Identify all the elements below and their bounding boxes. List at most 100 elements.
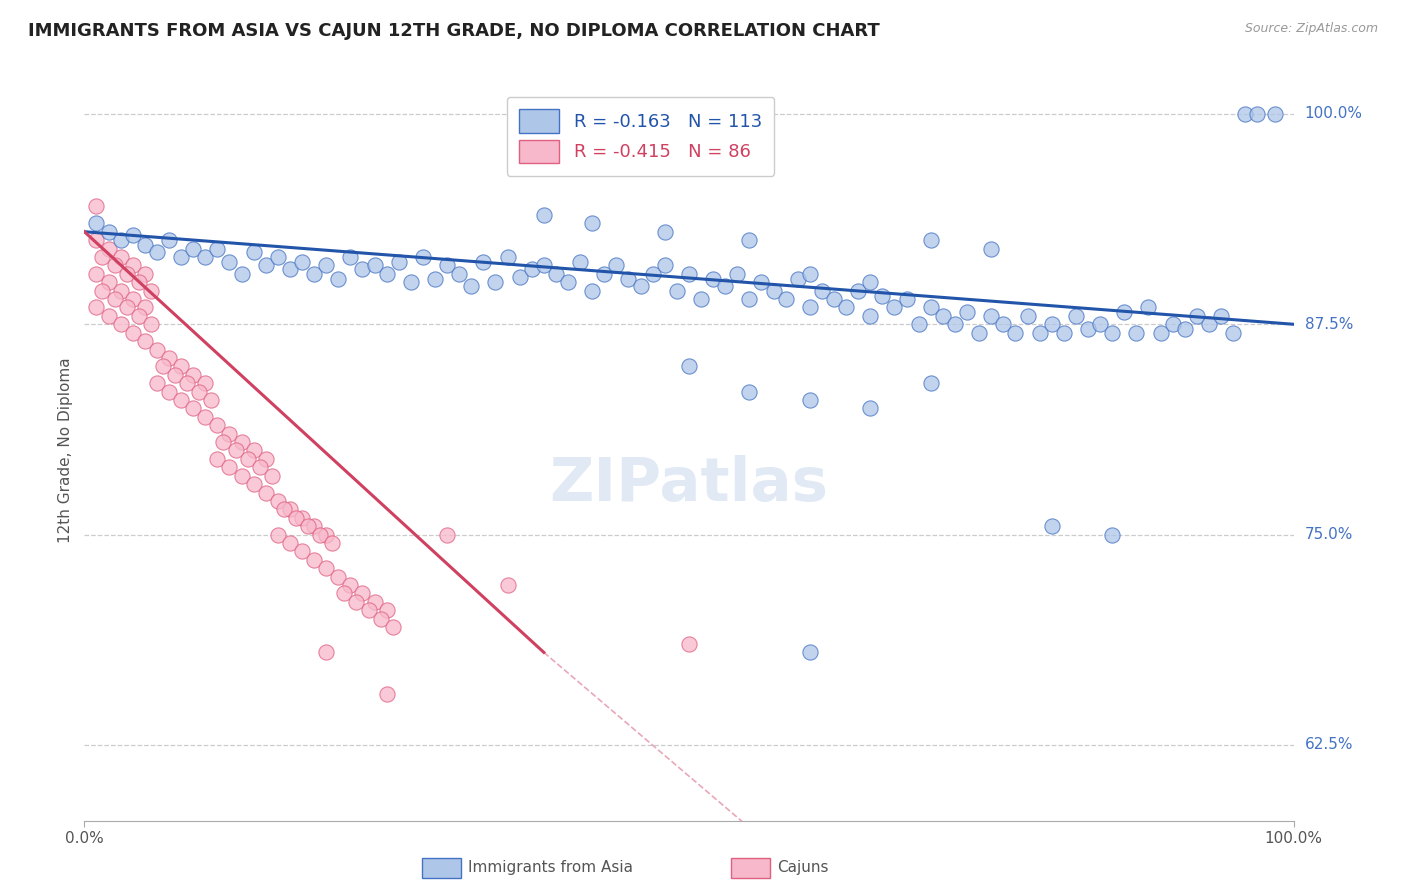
Point [146,244,169,259]
Point [128,275,150,289]
Point [823,292,845,306]
Point [569,255,592,269]
Point [254,485,277,500]
Point [285,510,308,524]
Text: 75.0%: 75.0% [1305,527,1353,542]
Point [581,216,603,230]
Point [388,255,411,269]
Point [436,258,458,272]
Point [1264,107,1286,121]
Point [1209,309,1232,323]
Point [339,250,361,264]
Point [218,460,240,475]
Point [110,233,132,247]
Point [352,261,374,276]
Point [86,199,108,213]
Point [357,603,380,617]
Point [339,578,361,592]
Point [176,376,198,391]
Point [91,284,114,298]
Point [110,318,132,332]
Point [678,267,700,281]
Text: Source: ZipAtlas.com: Source: ZipAtlas.com [1244,22,1378,36]
Point [835,301,858,315]
Point [375,267,398,281]
Point [811,284,834,298]
Point [436,527,458,541]
Point [1125,326,1147,340]
Point [309,527,332,541]
Point [200,392,222,407]
Point [110,250,132,264]
Point [399,275,422,289]
Point [363,595,385,609]
Point [678,359,700,374]
Point [157,384,180,399]
Point [157,233,180,247]
Point [1137,301,1160,315]
Legend: R = -0.163   N = 113, R = -0.415   N = 86: R = -0.163 N = 113, R = -0.415 N = 86 [506,96,775,176]
Point [799,392,821,407]
Point [139,284,162,298]
Point [509,270,531,285]
Point [170,392,193,407]
Point [260,468,283,483]
Point [1077,322,1099,336]
Text: 87.5%: 87.5% [1305,317,1353,332]
Point [97,309,120,323]
Point [799,645,821,659]
Point [315,258,337,272]
Point [97,275,120,289]
Point [544,267,567,281]
Point [242,244,264,259]
Point [302,267,325,281]
Point [859,309,882,323]
Point [278,536,301,550]
Point [363,258,385,272]
Y-axis label: 12th Grade, No Diploma: 12th Grade, No Diploma [58,358,73,543]
Point [212,435,235,450]
Point [328,272,350,286]
Point [181,368,204,382]
Point [146,343,169,357]
Point [370,612,392,626]
Point [775,292,797,306]
Point [236,451,259,466]
Point [1064,309,1087,323]
Point [920,376,942,391]
Point [1234,107,1257,121]
Point [273,502,295,516]
Point [97,225,120,239]
Point [86,216,108,230]
Point [1088,318,1111,332]
Point [678,637,700,651]
Point [134,238,156,252]
Point [533,258,555,272]
Point [249,460,271,475]
Point [315,527,337,541]
Point [617,272,640,286]
Point [170,359,193,374]
Point [1040,519,1063,533]
Point [738,233,761,247]
Point [799,301,821,315]
Text: Cajuns: Cajuns [778,861,830,875]
Point [218,255,240,269]
Point [267,494,290,508]
Point [472,255,495,269]
Text: Immigrants from Asia: Immigrants from Asia [468,861,633,875]
Point [1174,322,1197,336]
Point [786,272,808,286]
Point [993,318,1015,332]
Point [1101,326,1123,340]
Point [333,586,356,600]
Point [762,284,785,298]
Point [520,261,543,276]
Point [557,275,579,289]
Point [302,519,325,533]
Point [328,569,350,583]
Point [846,284,869,298]
Point [956,305,979,319]
Point [134,334,156,348]
Point [352,586,374,600]
